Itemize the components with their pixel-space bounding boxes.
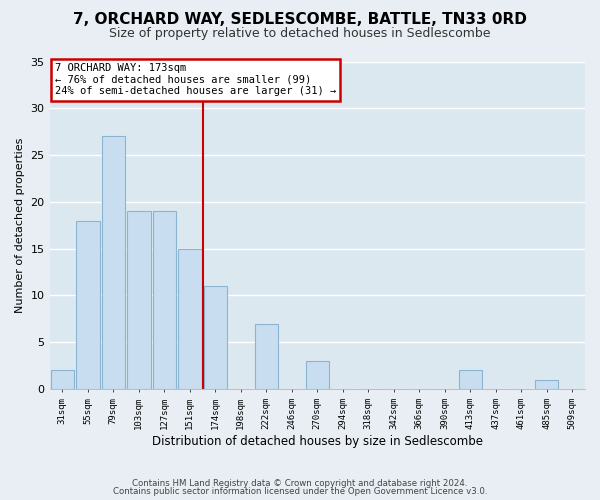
Text: 7, ORCHARD WAY, SEDLESCOMBE, BATTLE, TN33 0RD: 7, ORCHARD WAY, SEDLESCOMBE, BATTLE, TN3… [73,12,527,28]
Bar [535,380,559,389]
Text: 7 ORCHARD WAY: 173sqm
← 76% of detached houses are smaller (99)
24% of semi-deta: 7 ORCHARD WAY: 173sqm ← 76% of detached … [55,63,336,96]
Bar [152,211,176,389]
Y-axis label: Number of detached properties: Number of detached properties [15,138,25,313]
Bar [76,220,100,389]
X-axis label: Distribution of detached houses by size in Sedlescombe: Distribution of detached houses by size … [152,434,483,448]
Bar [50,370,74,389]
Bar [254,324,278,389]
Text: Size of property relative to detached houses in Sedlescombe: Size of property relative to detached ho… [109,28,491,40]
Text: Contains HM Land Registry data © Crown copyright and database right 2024.: Contains HM Land Registry data © Crown c… [132,478,468,488]
Bar [203,286,227,389]
Bar [127,211,151,389]
Bar [458,370,482,389]
Bar [305,361,329,389]
Bar [178,248,202,389]
Bar [101,136,125,389]
Text: Contains public sector information licensed under the Open Government Licence v3: Contains public sector information licen… [113,487,487,496]
